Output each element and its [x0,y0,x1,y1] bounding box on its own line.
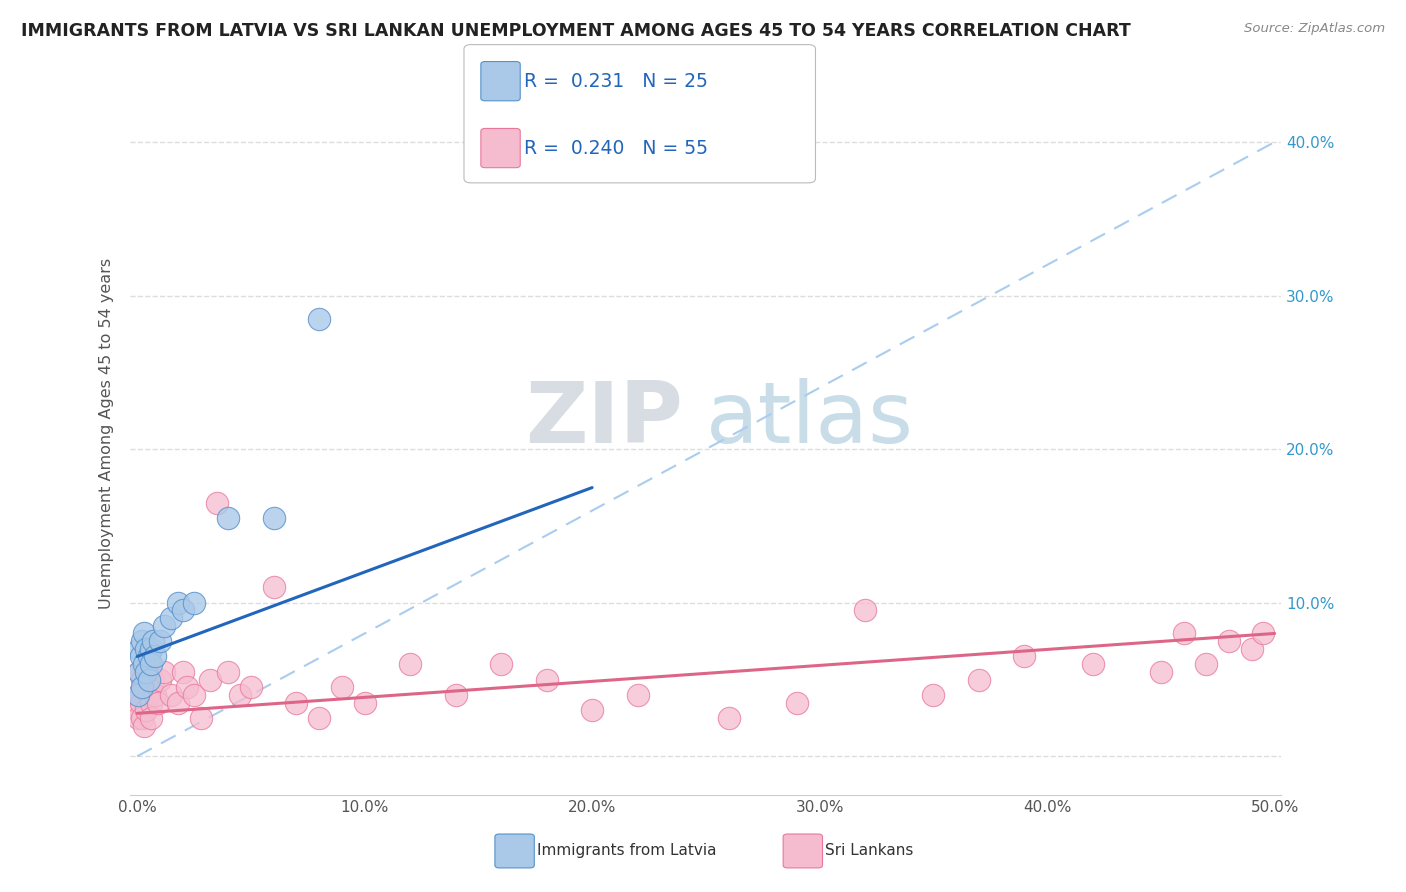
Point [399,657,422,672]
Point [176,680,198,694]
Point [217,511,239,525]
Point [167,596,190,610]
Point [127,703,149,717]
Point [183,596,205,610]
Text: R =  0.240   N = 55: R = 0.240 N = 55 [524,138,709,158]
Point [135,703,157,717]
Point [135,665,157,679]
Point [285,696,308,710]
Point [139,641,162,656]
Point [183,688,205,702]
Point [138,649,160,664]
Point [139,657,162,672]
Point [143,649,166,664]
Point [922,688,945,702]
Point [132,718,155,732]
Point [489,657,512,672]
Point [263,511,285,525]
Point [330,680,353,694]
Point [1081,657,1104,672]
Text: ZIP: ZIP [524,378,683,461]
Point [172,665,194,679]
Point [217,665,239,679]
Point [138,657,160,672]
Text: atlas: atlas [706,378,914,461]
Point [190,711,212,725]
Point [149,673,172,687]
Point [626,688,648,702]
Point [149,634,172,648]
Point [138,688,160,702]
Text: IMMIGRANTS FROM LATVIA VS SRI LANKAN UNEMPLOYMENT AMONG AGES 45 TO 54 YEARS CORR: IMMIGRANTS FROM LATVIA VS SRI LANKAN UNE… [21,22,1130,40]
Point [1150,665,1173,679]
Point [135,641,157,656]
Point [132,626,155,640]
Point [131,711,153,725]
Point [129,696,152,710]
Point [153,665,176,679]
Point [127,711,149,725]
Point [146,696,169,710]
Point [198,673,221,687]
Point [205,496,228,510]
Point [131,680,153,694]
Point [143,688,166,702]
Point [167,696,190,710]
Point [1251,626,1274,640]
Point [132,657,155,672]
Point [142,634,165,648]
Point [142,673,165,687]
Point [131,673,153,687]
Point [536,673,558,687]
Point [139,696,162,710]
Point [1014,649,1036,664]
Point [131,634,153,648]
Point [263,581,285,595]
Point [1173,626,1195,640]
Point [239,680,262,694]
Point [132,680,155,694]
Point [1240,641,1263,656]
Point [228,688,250,702]
Point [717,711,740,725]
Text: Source: ZipAtlas.com: Source: ZipAtlas.com [1244,22,1385,36]
Point [127,688,149,702]
Point [308,311,330,326]
Point [153,619,176,633]
Point [1218,634,1240,648]
Y-axis label: Unemployment Among Ages 45 to 54 years: Unemployment Among Ages 45 to 54 years [100,259,114,609]
Point [135,665,157,679]
Point [967,673,990,687]
Text: Immigrants from Latvia: Immigrants from Latvia [537,844,717,858]
Point [160,688,183,702]
Point [353,696,375,710]
Point [128,688,150,702]
Point [138,673,160,687]
Point [581,703,603,717]
Point [853,603,876,617]
Text: Sri Lankans: Sri Lankans [825,844,914,858]
Point [308,711,330,725]
Point [786,696,808,710]
Point [129,649,152,664]
Point [1195,657,1218,672]
Point [128,665,150,679]
Point [128,641,150,656]
Point [128,665,150,679]
Point [139,711,162,725]
Point [172,603,194,617]
Text: R =  0.231   N = 25: R = 0.231 N = 25 [524,71,709,91]
Point [444,688,467,702]
Point [160,611,183,625]
